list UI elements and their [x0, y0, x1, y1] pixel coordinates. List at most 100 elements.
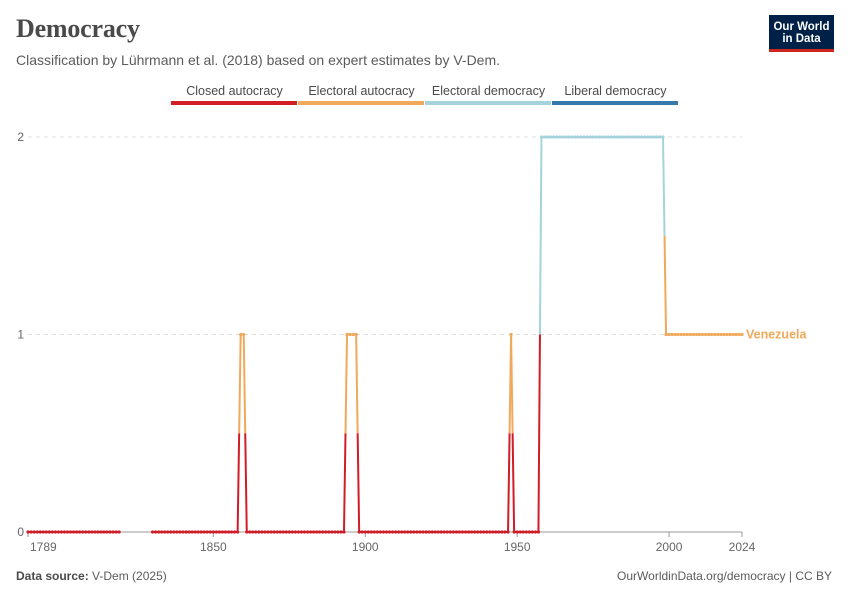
- x-tick-label-1900: 1900: [352, 540, 379, 554]
- data-point: [676, 332, 680, 337]
- data-point: [181, 530, 185, 534]
- data-point: [710, 332, 714, 337]
- data-point: [418, 530, 422, 534]
- credit-link[interactable]: OurWorldinData.org/democracy | CC BY: [617, 569, 832, 583]
- data-point: [591, 135, 595, 139]
- data-point: [41, 530, 45, 534]
- data-point: [424, 530, 428, 534]
- series-step-5a: [507, 433, 511, 533]
- series-step-2a: [242, 334, 247, 434]
- data-point: [163, 530, 167, 534]
- data-point: [93, 530, 97, 534]
- series-step-8b: [663, 235, 668, 335]
- data-point: [190, 530, 194, 534]
- source-value[interactable]: V-Dem (2025): [92, 569, 167, 583]
- data-point: [175, 530, 179, 534]
- chart-subtitle: Classification by Lührmann et al. (2018)…: [16, 52, 501, 68]
- data-source: Data source: V-Dem (2025): [16, 569, 167, 583]
- data-point: [415, 530, 419, 534]
- series-step-7a: [537, 334, 541, 533]
- series-step-2b: [244, 433, 248, 533]
- logo-line-2: in Data: [782, 33, 821, 45]
- data-point: [728, 332, 732, 337]
- chart-title: Democracy: [16, 14, 140, 43]
- data-point: [627, 135, 632, 139]
- series-step-4a: [355, 334, 359, 434]
- data-point: [558, 135, 562, 139]
- legend: Closed autocracy Electoral autocracy Elect…: [171, 84, 678, 105]
- data-point: [345, 332, 349, 337]
- data-point: [287, 530, 291, 534]
- series-step-1b: [238, 334, 242, 434]
- data-point: [503, 530, 507, 534]
- data-point: [187, 530, 191, 534]
- data-point: [260, 530, 264, 534]
- data-point: [327, 530, 331, 534]
- data-point: [667, 332, 671, 337]
- data-point: [205, 530, 209, 534]
- data-point: [394, 530, 398, 534]
- data-point: [649, 135, 653, 139]
- data-point: [281, 530, 285, 534]
- data-point: [193, 530, 197, 534]
- data-point: [737, 332, 741, 337]
- data-point: [655, 135, 659, 139]
- data-point: [26, 530, 30, 534]
- series-step-3a: [342, 433, 347, 533]
- data-point: [220, 530, 225, 534]
- data-point: [202, 530, 206, 534]
- data-point: [719, 332, 723, 337]
- data-point: [515, 530, 519, 534]
- legend-swatch-1: [298, 101, 424, 105]
- data-point: [658, 135, 662, 139]
- data-point: [716, 332, 720, 337]
- y-tick-label-2: 2: [17, 130, 24, 144]
- data-point: [290, 530, 294, 534]
- data-point: [618, 135, 623, 139]
- data-point: [272, 530, 276, 534]
- data-point: [275, 530, 279, 534]
- data-point: [226, 530, 231, 534]
- data-point: [427, 530, 431, 534]
- data-point: [673, 332, 677, 337]
- data-point: [406, 530, 410, 534]
- owid-logo[interactable]: Our World in Data: [769, 15, 834, 52]
- data-point: [585, 135, 589, 139]
- data-point: [454, 530, 458, 534]
- x-tick-label-1950: 1950: [504, 540, 531, 554]
- legend-label-0[interactable]: Closed autocracy: [186, 84, 283, 98]
- data-point: [491, 530, 495, 534]
- data-point: [56, 530, 60, 534]
- data-point: [333, 530, 337, 534]
- data-point: [293, 530, 297, 534]
- data-point: [390, 530, 395, 534]
- data-point: [299, 530, 304, 534]
- series-points: [26, 135, 744, 534]
- data-point: [542, 135, 547, 139]
- data-point: [278, 530, 282, 534]
- data-point: [375, 530, 380, 534]
- data-point: [351, 332, 355, 337]
- legend-label-2[interactable]: Electoral democracy: [432, 84, 546, 98]
- data-point: [524, 530, 528, 534]
- data-point: [208, 530, 212, 534]
- data-point: [154, 530, 158, 534]
- data-point: [172, 530, 176, 534]
- data-point: [624, 135, 629, 139]
- data-point: [463, 530, 468, 534]
- data-point: [81, 530, 85, 534]
- data-point: [506, 530, 510, 534]
- data-point: [512, 530, 516, 534]
- data-point: [257, 530, 261, 534]
- legend-label-3[interactable]: Liberal democracy: [564, 84, 667, 98]
- legend-label-1[interactable]: Electoral autocracy: [308, 84, 415, 98]
- data-point: [248, 530, 252, 534]
- data-point: [597, 135, 601, 139]
- data-point: [479, 530, 483, 534]
- data-point: [439, 530, 443, 534]
- data-point: [646, 135, 650, 139]
- data-point: [321, 530, 325, 534]
- series-step-1a: [236, 433, 241, 533]
- data-point: [631, 135, 635, 139]
